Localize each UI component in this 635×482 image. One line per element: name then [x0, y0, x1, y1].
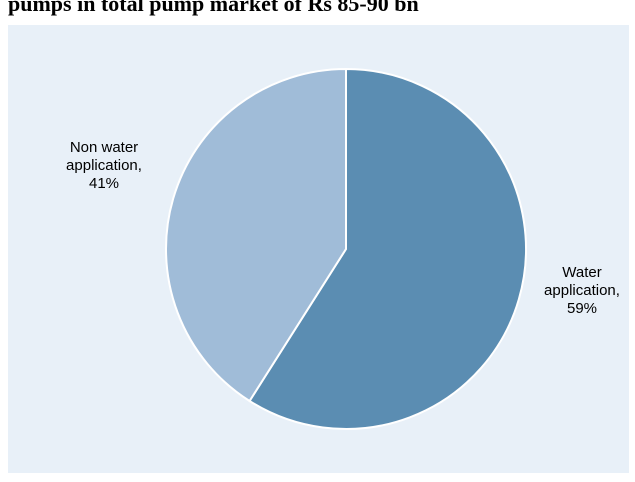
pie-slice-0 — [248, 67, 527, 430]
chart-title: pumps in total pump market of Rs 85-90 b… — [8, 0, 419, 16]
pie-slice-1 — [165, 67, 347, 403]
slice-label-0: Water application, 59% — [544, 264, 620, 317]
slice-label-1: Non water application, 41% — [66, 139, 142, 192]
